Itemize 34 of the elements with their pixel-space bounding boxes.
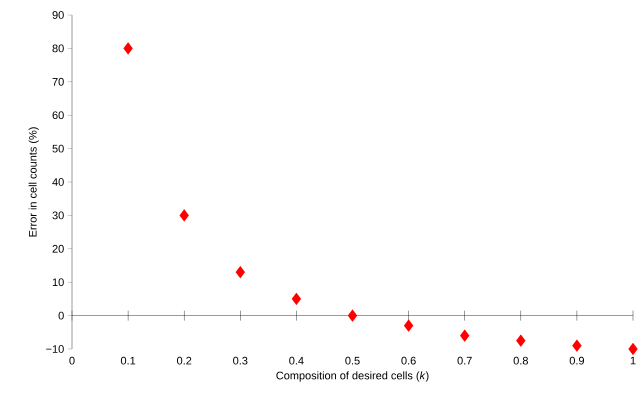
- x-tick-label: 0.5: [345, 356, 360, 365]
- x-tick-label: 0.3: [233, 356, 248, 365]
- x-tick-label: 0: [69, 356, 75, 365]
- point: [180, 209, 189, 222]
- point: [572, 339, 582, 352]
- y-tick-label: 90: [52, 11, 64, 19]
- point: [460, 329, 470, 342]
- y-tick-label: 20: [52, 244, 64, 253]
- y-tick-label: −10: [46, 345, 64, 353]
- point: [516, 334, 526, 347]
- point: [404, 319, 414, 332]
- y-tick-label: 0: [58, 312, 64, 320]
- y-tick-label: 70: [52, 78, 64, 86]
- x-tick-label: 0.9: [570, 356, 584, 365]
- x-tick-label: 0.2: [177, 356, 192, 365]
- y-axis-title: Error in cell counts (%): [28, 127, 39, 237]
- y-tick-label: 80: [52, 44, 64, 52]
- y-tick-label: 40: [52, 178, 64, 186]
- y-tick-label: 30: [52, 212, 64, 220]
- x-tick-label: 0.6: [401, 356, 416, 365]
- x-tick-label: 0.1: [120, 356, 136, 365]
- point: [292, 292, 302, 306]
- x-tick-label: 0.8: [514, 356, 528, 365]
- point: [123, 42, 133, 55]
- x-tick-label: 0.7: [458, 356, 472, 365]
- point: [236, 266, 246, 278]
- point: [348, 309, 358, 322]
- x-tick-label: 0.4: [289, 356, 304, 365]
- y-tick-label: 50: [52, 144, 64, 152]
- y-tick-label: 10: [52, 278, 64, 286]
- y-tick-label: 60: [52, 111, 64, 120]
- point: [628, 342, 638, 356]
- x-tick-label: 1: [630, 356, 636, 364]
- x-axis-title: Composition of desired cells (k): [276, 371, 428, 382]
